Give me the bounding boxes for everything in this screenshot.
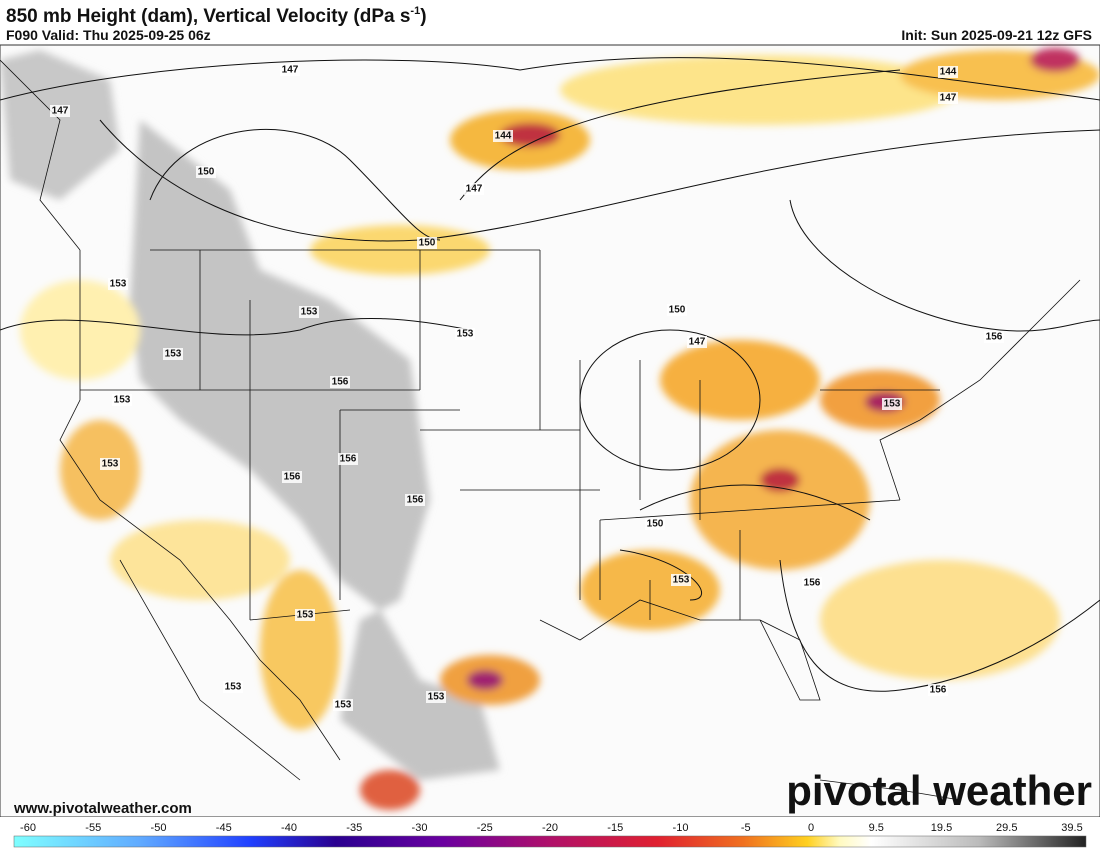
colorbar-ticks: -60 -55 -50 -45 -40 -35 -30 -25 -20 -15 -10 -5 0 9.5 1… xyxy=(20,822,1083,834)
colorbar-label: -55 xyxy=(85,822,101,834)
contour-label: 153 xyxy=(335,700,352,711)
contour-label-bg xyxy=(984,331,1004,343)
title: 850 mb Height (dam), Vertical Velocity (… xyxy=(6,5,427,27)
valid-time: F090 Valid: Thu 2025-09-25 06z xyxy=(6,27,211,43)
init-time: Init: Sun 2025-09-21 12z GFS xyxy=(901,27,1092,43)
contour-label-bg xyxy=(108,278,128,290)
contour-label-bg xyxy=(802,577,822,589)
watermark: pivotal weather xyxy=(786,767,1092,814)
contour-label: 153 xyxy=(457,329,474,340)
borders xyxy=(0,59,1081,801)
contour-label-bg xyxy=(338,453,358,465)
contour-label-bg xyxy=(426,691,446,703)
contour-label: 153 xyxy=(165,349,182,360)
contour-label: 150 xyxy=(198,167,215,178)
colorbar-label: 39.5 xyxy=(1061,822,1082,834)
contour-label: 147 xyxy=(689,337,706,348)
map xyxy=(0,44,1100,818)
contour-label-bg xyxy=(645,518,665,530)
colorbar-label: -40 xyxy=(281,822,297,834)
contour-label: 144 xyxy=(940,67,957,78)
contour-label: 153 xyxy=(301,307,318,318)
contour-label: 156 xyxy=(340,454,357,465)
contour-label-bg xyxy=(163,348,183,360)
contour-labels: 147 147 144 147 144 147 150 150 153 153 153 150 147 1… xyxy=(50,64,1004,711)
contour-label: 147 xyxy=(466,184,483,195)
contour-label-bg xyxy=(112,394,132,406)
contour-label-bg xyxy=(100,458,120,470)
contour-label-bg xyxy=(687,336,707,348)
colorbar-label: -10 xyxy=(673,822,689,834)
contour-label-bg xyxy=(196,166,216,178)
contour-label-bg xyxy=(50,105,70,117)
contour-label: 156 xyxy=(407,495,424,506)
colorbar-label: 9.5 xyxy=(869,822,884,834)
contour-label-bg xyxy=(295,609,315,621)
colorbar-label: 0 xyxy=(808,822,814,834)
website: www.pivotalweather.com xyxy=(13,800,192,817)
contour-label-bg xyxy=(405,494,425,506)
contour-label: 150 xyxy=(669,305,686,316)
contour-label-bg xyxy=(282,471,302,483)
contour-label: 153 xyxy=(673,575,690,586)
colorbar-label: 29.5 xyxy=(996,822,1017,834)
contour-label-bg xyxy=(280,64,300,76)
height-contours xyxy=(0,57,1100,692)
colorbar-label: -60 xyxy=(20,822,36,834)
contour-label-bg xyxy=(417,237,437,249)
contour-label: 147 xyxy=(940,93,957,104)
colorbar-label: -25 xyxy=(477,822,493,834)
contour-label: 156 xyxy=(332,377,349,388)
colorbar-label: -20 xyxy=(542,822,558,834)
contour-label: 156 xyxy=(804,578,821,589)
contour-label: 153 xyxy=(297,610,314,621)
colorbar-label: -30 xyxy=(412,822,428,834)
contour-label: 153 xyxy=(110,279,127,290)
contour-label: 147 xyxy=(282,65,299,76)
contour-label: 156 xyxy=(930,685,947,696)
contour-label-bg xyxy=(299,306,319,318)
contour-label-bg xyxy=(493,130,513,142)
contour-label-bg xyxy=(455,328,475,340)
contour-label: 156 xyxy=(986,332,1003,343)
contour-label: 153 xyxy=(225,682,242,693)
contour-label-bg xyxy=(333,699,353,711)
contour-label: 153 xyxy=(428,692,445,703)
contour-label-bg xyxy=(330,376,350,388)
colorbar-label: 19.5 xyxy=(931,822,952,834)
contour-label: 144 xyxy=(495,131,512,142)
contour-label-bg xyxy=(938,66,958,78)
colorbar-label: -15 xyxy=(607,822,623,834)
colorbar-label: -5 xyxy=(741,822,751,834)
contour-label-bg xyxy=(667,304,687,316)
contour-label-bg xyxy=(464,183,484,195)
colorbar-label: -50 xyxy=(151,822,167,834)
colorbar xyxy=(13,835,1087,848)
contour-label-bg xyxy=(882,398,902,410)
colorbar-label: -45 xyxy=(216,822,232,834)
colorbar-label: -35 xyxy=(346,822,362,834)
contour-label: 147 xyxy=(52,106,69,117)
contour-label: 150 xyxy=(647,519,664,530)
contour-label-bg xyxy=(928,684,948,696)
contour-label: 153 xyxy=(114,395,131,406)
contour-label: 153 xyxy=(102,459,119,470)
contour-label: 156 xyxy=(284,472,301,483)
contour-label: 150 xyxy=(419,238,436,249)
contour-label-bg xyxy=(223,681,243,693)
contour-label-bg xyxy=(938,92,958,104)
contour-label-bg xyxy=(671,574,691,586)
contour-label: 153 xyxy=(884,399,901,410)
